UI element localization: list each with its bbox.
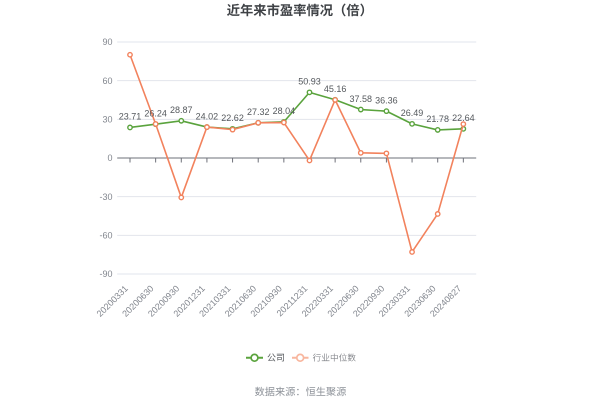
svg-text:0: 0 (107, 153, 112, 163)
svg-text:36.36: 36.36 (375, 95, 398, 105)
svg-text:21.78: 21.78 (426, 114, 449, 124)
svg-text:-90: -90 (99, 269, 112, 279)
svg-text:26.49: 26.49 (401, 108, 424, 118)
svg-text:24.02: 24.02 (196, 111, 219, 121)
svg-text:26.24: 26.24 (144, 109, 167, 119)
svg-text:60: 60 (102, 76, 112, 86)
svg-text:22.62: 22.62 (221, 113, 244, 123)
svg-text:23.71: 23.71 (119, 112, 142, 122)
svg-text:28.04: 28.04 (273, 106, 296, 116)
svg-text:-60: -60 (99, 231, 112, 241)
svg-text:50.93: 50.93 (298, 77, 321, 87)
svg-text:45.16: 45.16 (324, 84, 347, 94)
svg-text:30: 30 (102, 115, 112, 125)
svg-text:90: 90 (102, 37, 112, 47)
svg-text:-30: -30 (99, 192, 112, 202)
svg-text:22.64: 22.64 (452, 113, 475, 123)
svg-text:27.32: 27.32 (247, 107, 270, 117)
svg-text:37.58: 37.58 (350, 94, 373, 104)
svg-text:28.87: 28.87 (170, 105, 193, 115)
